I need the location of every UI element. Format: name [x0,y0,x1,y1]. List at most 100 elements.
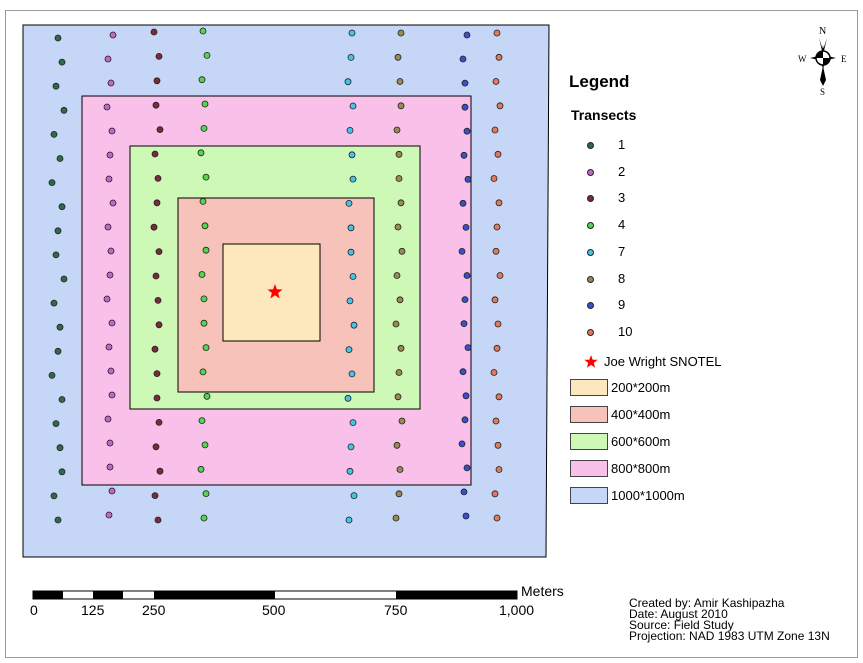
transect-7-point [348,370,356,378]
transect-1-point [54,516,62,524]
transect-2-point [103,295,111,303]
legend-transect-2-symbol [587,168,594,176]
transect-1-point [58,203,66,211]
transect-4-point [202,344,210,352]
north-arrow-n: N [819,26,826,37]
legend-transect-4-label: 4 [618,217,626,233]
credit-created-by: Created by: Amir Kashipazha [629,596,785,610]
transect-4-point [199,368,207,376]
transect-9-point [463,31,471,39]
transect-8-point [397,344,405,352]
transect-3-point [152,101,160,109]
transect-4-point [203,392,211,400]
north-arrow-s: S [820,87,825,97]
transect-10-point [493,223,501,231]
transect-8-point [395,150,403,158]
legend-zone-label: 400*400m [611,407,671,422]
transect-3-point [154,174,162,182]
transect-2-point [107,367,115,375]
transect-1-point [50,299,58,307]
transect-10-point [496,272,504,279]
transect-9-point [461,416,469,424]
transect-2-point [107,247,115,255]
transect-8-point [395,175,403,182]
transect-1-point [58,468,66,476]
legend-transect-8-symbol [587,275,594,283]
transect-2-point [107,79,115,87]
transect-1-point [56,155,64,162]
transect-8-point [392,514,400,522]
transect-4-point [201,222,209,230]
legend-transect-4-symbol [587,222,594,230]
legend-transect-8-label: 8 [618,270,626,286]
transect-4-point [200,514,208,522]
transect-7-point [346,126,354,134]
transect-3-point [156,126,164,134]
transect-10-point [493,344,501,352]
transect-7-point [349,175,357,183]
transect-7-point [345,346,353,354]
transect-3-point [153,199,161,207]
transect-7-point [347,54,355,61]
transect-2-point [105,511,113,519]
transect-2-point [103,103,111,111]
transect-8-point [395,369,403,376]
transect-1-point [52,82,60,90]
north-arrow-e: E [841,54,847,64]
transect-8-point [396,78,404,85]
legend-transect-10-symbol [587,328,594,336]
transect-2-point [108,319,116,327]
transect-10-point [494,320,502,328]
transect-4-point [202,490,210,498]
transect-2-point [104,415,112,423]
transect-8-point [397,102,405,110]
legend-zone-swatch [570,460,608,477]
transect-7-point [346,467,354,475]
transect-9-point [459,199,467,207]
transect-1-point [54,227,62,235]
transect-4-point [200,124,208,132]
transect-1-point [52,420,60,428]
transect-3-point [155,321,163,329]
credit-date: Date: August 2010 [629,607,728,621]
transect-10-point [492,247,500,255]
transect-10-point [493,29,501,37]
transect-2-point [108,127,116,135]
transect-2-point [105,175,113,183]
transect-4-point [199,197,207,205]
transect-7-point [350,321,358,329]
transect-4-point [197,465,205,473]
transect-2-point [109,31,117,39]
transect-9-point [464,175,472,183]
legend-snotel-label: Joe Wright SNOTEL [604,354,722,369]
transect-8-point [393,441,401,449]
transect-2-point [106,463,114,471]
transect-1-point [48,371,56,379]
transect-2-point [108,487,116,495]
transect-7-point [349,419,357,427]
legend-zone-swatch [570,379,608,396]
transect-9-point [463,127,471,135]
transect-10-point [495,53,503,61]
transect-4-point [200,295,208,303]
legend-zone-swatch [570,406,608,423]
transect-4-point [200,319,208,327]
legend-transects-title: Transects [571,107,637,123]
legend-zone-label: 800*800m [611,461,671,476]
legend-zone-label: 1000*1000m [611,488,685,503]
transect-8-point [398,417,406,425]
transect-8-point [394,53,402,61]
legend-transect-2-label: 2 [618,163,626,179]
transect-3-point [155,418,163,426]
transect-7-point [347,248,355,256]
transect-4-point [199,27,207,35]
scale-label-0: 0 [30,602,38,618]
transect-8-point [398,247,406,255]
transect-2-point [106,439,114,447]
transect-9-point [458,247,466,255]
legend-transect-1-label: 1 [618,137,626,152]
transect-3-point [152,272,160,280]
transect-4-point [202,246,210,254]
transect-3-point [151,345,159,353]
legend-zone-label: 200*200m [611,380,671,395]
